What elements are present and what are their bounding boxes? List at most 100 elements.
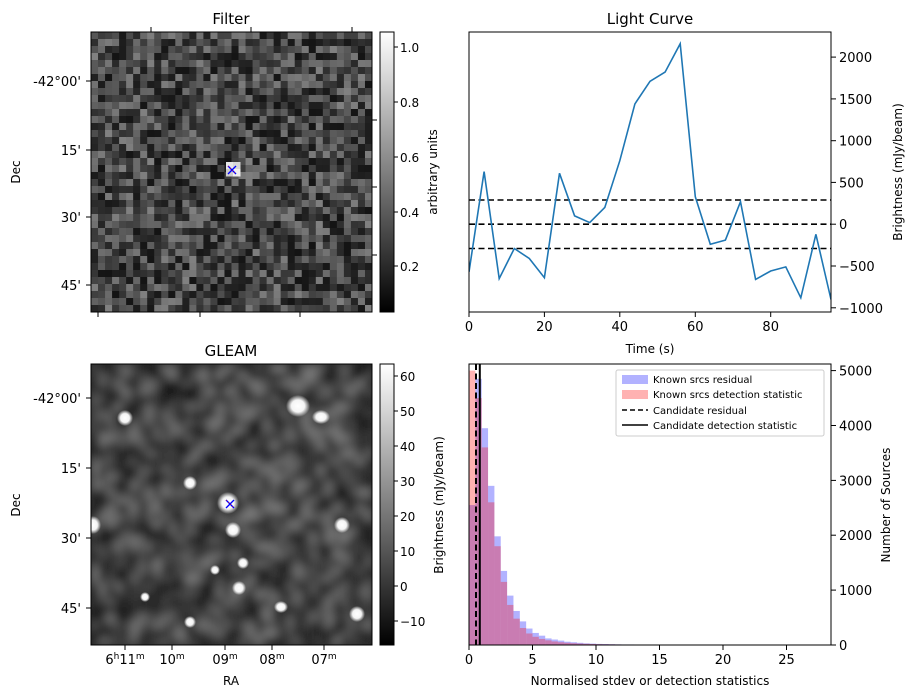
- filter-pixel: [154, 60, 162, 68]
- gleam-noise-cell: [200, 473, 209, 482]
- gleam-noise-cell: [231, 403, 240, 412]
- gleam-noise-cell: [278, 410, 287, 420]
- filter-pixel: [182, 67, 190, 75]
- filter-pixel: [273, 88, 282, 96]
- gleam-noise-cell: [317, 504, 326, 513]
- filter-pixel: [252, 214, 261, 222]
- filter-pixel: [231, 200, 239, 208]
- filter-pixel: [98, 179, 106, 187]
- gleam-noise-cell: [348, 621, 357, 630]
- filter-pixel: [343, 277, 352, 285]
- filter-pixel: [210, 242, 218, 250]
- gleam-noise-cell: [262, 410, 272, 420]
- filter-pixel: [161, 60, 169, 68]
- filter-pixel: [294, 39, 303, 47]
- filter-pixel: [119, 291, 127, 299]
- filter-pixel: [133, 172, 141, 180]
- filter-pixel: [343, 305, 352, 313]
- gleam-noise-cell: [364, 418, 372, 427]
- filter-pixel: [315, 235, 324, 243]
- filter-pixel: [217, 291, 225, 299]
- filter-pixel: [245, 116, 253, 124]
- filter-pixel: [329, 130, 338, 138]
- gleam-noise-cell: [145, 559, 154, 568]
- filter-pixel: [154, 284, 162, 292]
- filter-pixel: [343, 67, 352, 75]
- gleam-noise-cell: [254, 629, 264, 638]
- filter-pixel: [140, 242, 148, 250]
- gleam-noise-cell: [176, 395, 186, 404]
- gleam-noise-cell: [91, 621, 100, 630]
- gleam-noise-cell: [356, 473, 365, 482]
- gleam-noise-cell: [130, 457, 139, 466]
- gleam-noise-cell: [332, 629, 342, 638]
- filter-pixel: [266, 123, 275, 131]
- gleam-noise-cell: [247, 598, 256, 607]
- gleam-noise-cell: [254, 637, 264, 645]
- gleam-noise-cell: [356, 574, 365, 584]
- filter-pixel: [168, 305, 176, 313]
- gleam-noise-cell: [169, 598, 178, 607]
- filter-pixel: [308, 207, 317, 215]
- filter-pixel: [105, 151, 113, 159]
- gleam-noise-cell: [247, 551, 256, 560]
- gleam-noise-cell: [231, 387, 240, 396]
- gleam-noise-cell: [262, 481, 272, 490]
- filter-pixel: [343, 151, 352, 159]
- filter-pixel: [105, 67, 113, 75]
- filter-pixel: [217, 137, 225, 145]
- filter-pixel: [357, 249, 366, 257]
- gleam-noise-cell: [317, 621, 326, 630]
- gleam-noise-cell: [262, 535, 272, 545]
- filter-pixel: [98, 95, 106, 103]
- filter-pixel: [322, 284, 331, 292]
- filter-pixel: [133, 130, 141, 138]
- gleam-noise-cell: [231, 488, 240, 498]
- filter-pixel: [126, 305, 134, 313]
- gleam-noise-cell: [192, 621, 201, 630]
- filter-pixel: [217, 298, 225, 306]
- filter-pixel: [154, 39, 162, 47]
- gleam-noise-cell: [325, 434, 334, 443]
- filter-pixel: [322, 32, 331, 40]
- gleam-noise-cell: [278, 559, 287, 568]
- filter-pixel: [322, 193, 331, 201]
- gleam-noise-cell: [262, 559, 272, 568]
- gleam-noise-cell: [340, 364, 350, 373]
- gleam-noise-cell: [278, 566, 287, 576]
- gleam-noise-cell: [231, 621, 240, 630]
- gleam-noise-cell: [223, 418, 232, 427]
- filter-pixel: [294, 186, 303, 194]
- filter-pixel: [210, 207, 218, 215]
- filter-pixel: [98, 284, 106, 292]
- gleam-noise-cell: [239, 551, 248, 560]
- gleam-noise-cell: [122, 527, 131, 537]
- gleam-noise-cell: [340, 496, 350, 505]
- gleam-source: [274, 601, 288, 613]
- gleam-noise-cell: [208, 574, 217, 584]
- filter-pixel: [224, 214, 232, 222]
- filter-pixel: [294, 270, 303, 278]
- filter-pixel: [301, 249, 310, 257]
- filter-pixel: [105, 137, 113, 145]
- gleam-noise-cell: [317, 613, 326, 623]
- filter-pixel: [189, 116, 197, 124]
- filter-pixel: [315, 60, 324, 68]
- gleam-noise-cell: [130, 520, 139, 529]
- filter-pixel: [238, 305, 246, 313]
- gleam-noise-cell: [98, 559, 108, 568]
- filter-pixel: [217, 193, 225, 201]
- gleam-noise-cell: [278, 395, 287, 404]
- filter-pixel: [273, 179, 282, 187]
- gleam-noise-cell: [114, 395, 123, 404]
- gleam-noise-cell: [176, 434, 186, 443]
- y-tick-label: 2000: [839, 529, 872, 544]
- filter-pixel: [168, 277, 176, 285]
- gleam-noise-cell: [176, 527, 186, 537]
- filter-pixel: [343, 193, 352, 201]
- gleam-noise-cell: [184, 582, 193, 591]
- filter-pixel: [266, 137, 275, 145]
- gleam-noise-cell: [176, 364, 186, 373]
- filter-pixel: [91, 186, 99, 194]
